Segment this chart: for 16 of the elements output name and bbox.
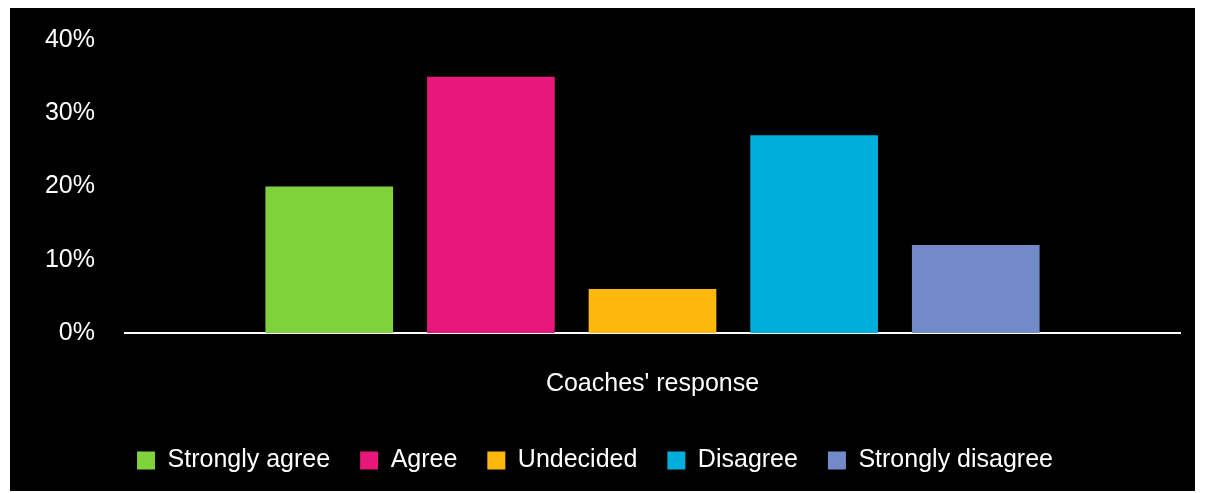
legend-label: Agree (390, 444, 458, 473)
legend-label: Undecided (517, 444, 638, 473)
bar (588, 289, 717, 333)
bar (265, 186, 394, 333)
bar (427, 76, 555, 333)
bar (911, 245, 1040, 333)
legend-label: Strongly disagree (858, 444, 1053, 473)
y-tick-label: 0% (58, 316, 95, 345)
x-tick-label: Coaches' response (545, 367, 760, 396)
y-tick-label: 20% (44, 170, 95, 199)
legend-label: Strongly agree (167, 444, 331, 473)
y-tick-label: 30% (44, 97, 95, 126)
y-tick-label: 40% (44, 23, 95, 52)
bar (750, 135, 878, 333)
legend-label: Disagree (697, 444, 798, 473)
y-tick-label: 10% (44, 243, 95, 272)
